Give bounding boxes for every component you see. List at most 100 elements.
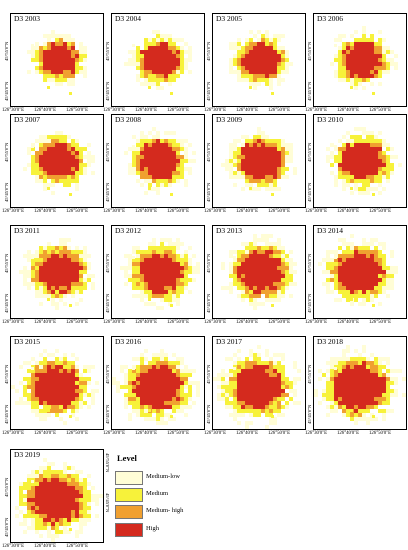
raster-cell [83, 381, 87, 385]
raster-cell [35, 262, 39, 266]
raster-cell [51, 46, 55, 50]
raster-cell [382, 397, 386, 401]
raster-cell [273, 159, 277, 163]
raster-cell [136, 286, 140, 290]
raster-cell [47, 246, 51, 250]
raster-cell [168, 266, 172, 270]
raster-cell [63, 506, 67, 510]
raster-cell [265, 246, 269, 250]
raster-cell [132, 286, 136, 290]
raster-cell [35, 175, 39, 179]
raster-cell [233, 155, 237, 159]
raster-cell [233, 159, 237, 163]
raster-cell [140, 82, 144, 86]
raster-cell [285, 405, 289, 409]
raster-cell [358, 147, 362, 151]
raster-cell [374, 58, 378, 62]
raster-cell [261, 179, 265, 183]
raster-cell [362, 58, 366, 62]
raster-cell [370, 381, 374, 385]
raster-cell [87, 155, 91, 159]
raster-cell [23, 486, 27, 490]
raster-cell [249, 302, 253, 306]
raster-cell [241, 135, 245, 139]
raster-cell [55, 377, 59, 381]
raster-cell [382, 417, 386, 421]
raster-cell [277, 147, 281, 151]
raster-cell [55, 250, 59, 254]
raster-cell [346, 393, 350, 397]
raster-outlier-cell [372, 92, 375, 95]
raster-cell [168, 294, 172, 298]
raster-cell [342, 42, 346, 46]
raster-cell [124, 401, 128, 405]
raster-cell [63, 389, 67, 393]
raster-cell [132, 278, 136, 282]
raster-cell [43, 58, 47, 62]
raster-cell [245, 58, 249, 62]
raster-cell [261, 381, 265, 385]
raster-cell [342, 238, 346, 242]
raster-cell [39, 290, 43, 294]
raster-cell [140, 159, 144, 163]
raster-cell [71, 377, 75, 381]
raster-cell [152, 30, 156, 34]
raster-cell [382, 70, 386, 74]
raster-cell [75, 393, 79, 397]
raster-cell [59, 514, 63, 518]
raster-cell [128, 278, 132, 282]
raster-cell [168, 131, 172, 135]
raster-cell [160, 167, 164, 171]
raster-cell [322, 397, 326, 401]
raster-cell [39, 377, 43, 381]
raster-cell [152, 401, 156, 405]
raster-cell [51, 262, 55, 266]
raster-cell [144, 282, 148, 286]
raster-cell [245, 365, 249, 369]
raster-cell [269, 405, 273, 409]
raster-cell [265, 385, 269, 389]
raster-cell [176, 282, 180, 286]
raster-cell [354, 62, 358, 66]
raster-cell [382, 175, 386, 179]
raster-cell [281, 290, 285, 294]
raster-cell [172, 38, 176, 42]
raster-cell [164, 286, 168, 290]
raster-cell [253, 373, 257, 377]
raster-cell [233, 385, 237, 389]
raster-cell [261, 393, 265, 397]
raster-cell [180, 385, 184, 389]
raster-cell [31, 369, 35, 373]
raster-cell [39, 361, 43, 365]
longitude-tick-label: 126°40'0"E [34, 544, 57, 549]
raster-cell [148, 405, 152, 409]
raster-cell [265, 238, 269, 242]
raster-cell [43, 397, 47, 401]
raster-cell [330, 397, 334, 401]
raster-cell [253, 306, 257, 310]
raster-cell [326, 381, 330, 385]
raster-cell [27, 163, 31, 167]
raster-cell [47, 462, 51, 466]
raster-cell [378, 50, 382, 54]
raster-cell [35, 522, 39, 526]
raster-cell [67, 70, 71, 74]
raster-cell [273, 361, 277, 365]
raster-cell [39, 498, 43, 502]
raster-cell [338, 50, 342, 54]
raster-cell [358, 409, 362, 413]
raster-cell [293, 381, 297, 385]
raster-cell [382, 155, 386, 159]
raster-cell [67, 143, 71, 147]
raster-cell [63, 409, 67, 413]
raster-cell [261, 389, 265, 393]
raster-cell [281, 250, 285, 254]
raster-cell [140, 270, 144, 274]
raster-cell [87, 159, 91, 163]
raster-cell [358, 385, 362, 389]
raster-cell [152, 58, 156, 62]
raster-cell [269, 266, 273, 270]
raster-cell [281, 143, 285, 147]
raster-cell [253, 179, 257, 183]
raster-cell [140, 62, 144, 66]
